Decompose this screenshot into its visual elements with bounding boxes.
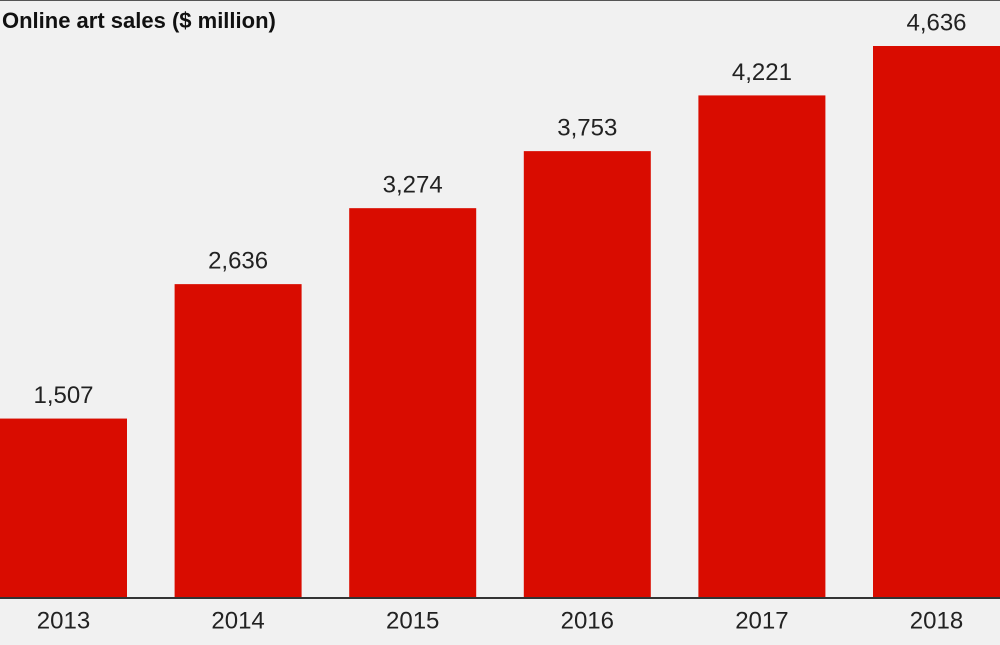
bar bbox=[873, 46, 1000, 598]
x-tick-label: 2013 bbox=[37, 607, 90, 634]
value-label: 4,636 bbox=[906, 9, 966, 36]
x-tick-label: 2016 bbox=[561, 607, 614, 634]
value-label: 4,221 bbox=[732, 59, 792, 86]
bar bbox=[349, 208, 477, 598]
bar bbox=[174, 284, 302, 598]
value-label: 1,507 bbox=[33, 382, 93, 409]
x-tick-label: 2015 bbox=[386, 607, 439, 634]
x-tick-label: 2018 bbox=[910, 607, 963, 634]
bar bbox=[523, 151, 651, 598]
x-tick-label: 2017 bbox=[735, 607, 788, 634]
value-label: 3,753 bbox=[557, 114, 617, 141]
value-label: 2,636 bbox=[208, 247, 268, 274]
bar bbox=[0, 418, 127, 598]
x-tick-label: 2014 bbox=[211, 607, 264, 634]
bar bbox=[698, 95, 826, 599]
value-label: 3,274 bbox=[383, 172, 443, 199]
chart-title: Online art sales ($ million) bbox=[2, 8, 276, 33]
